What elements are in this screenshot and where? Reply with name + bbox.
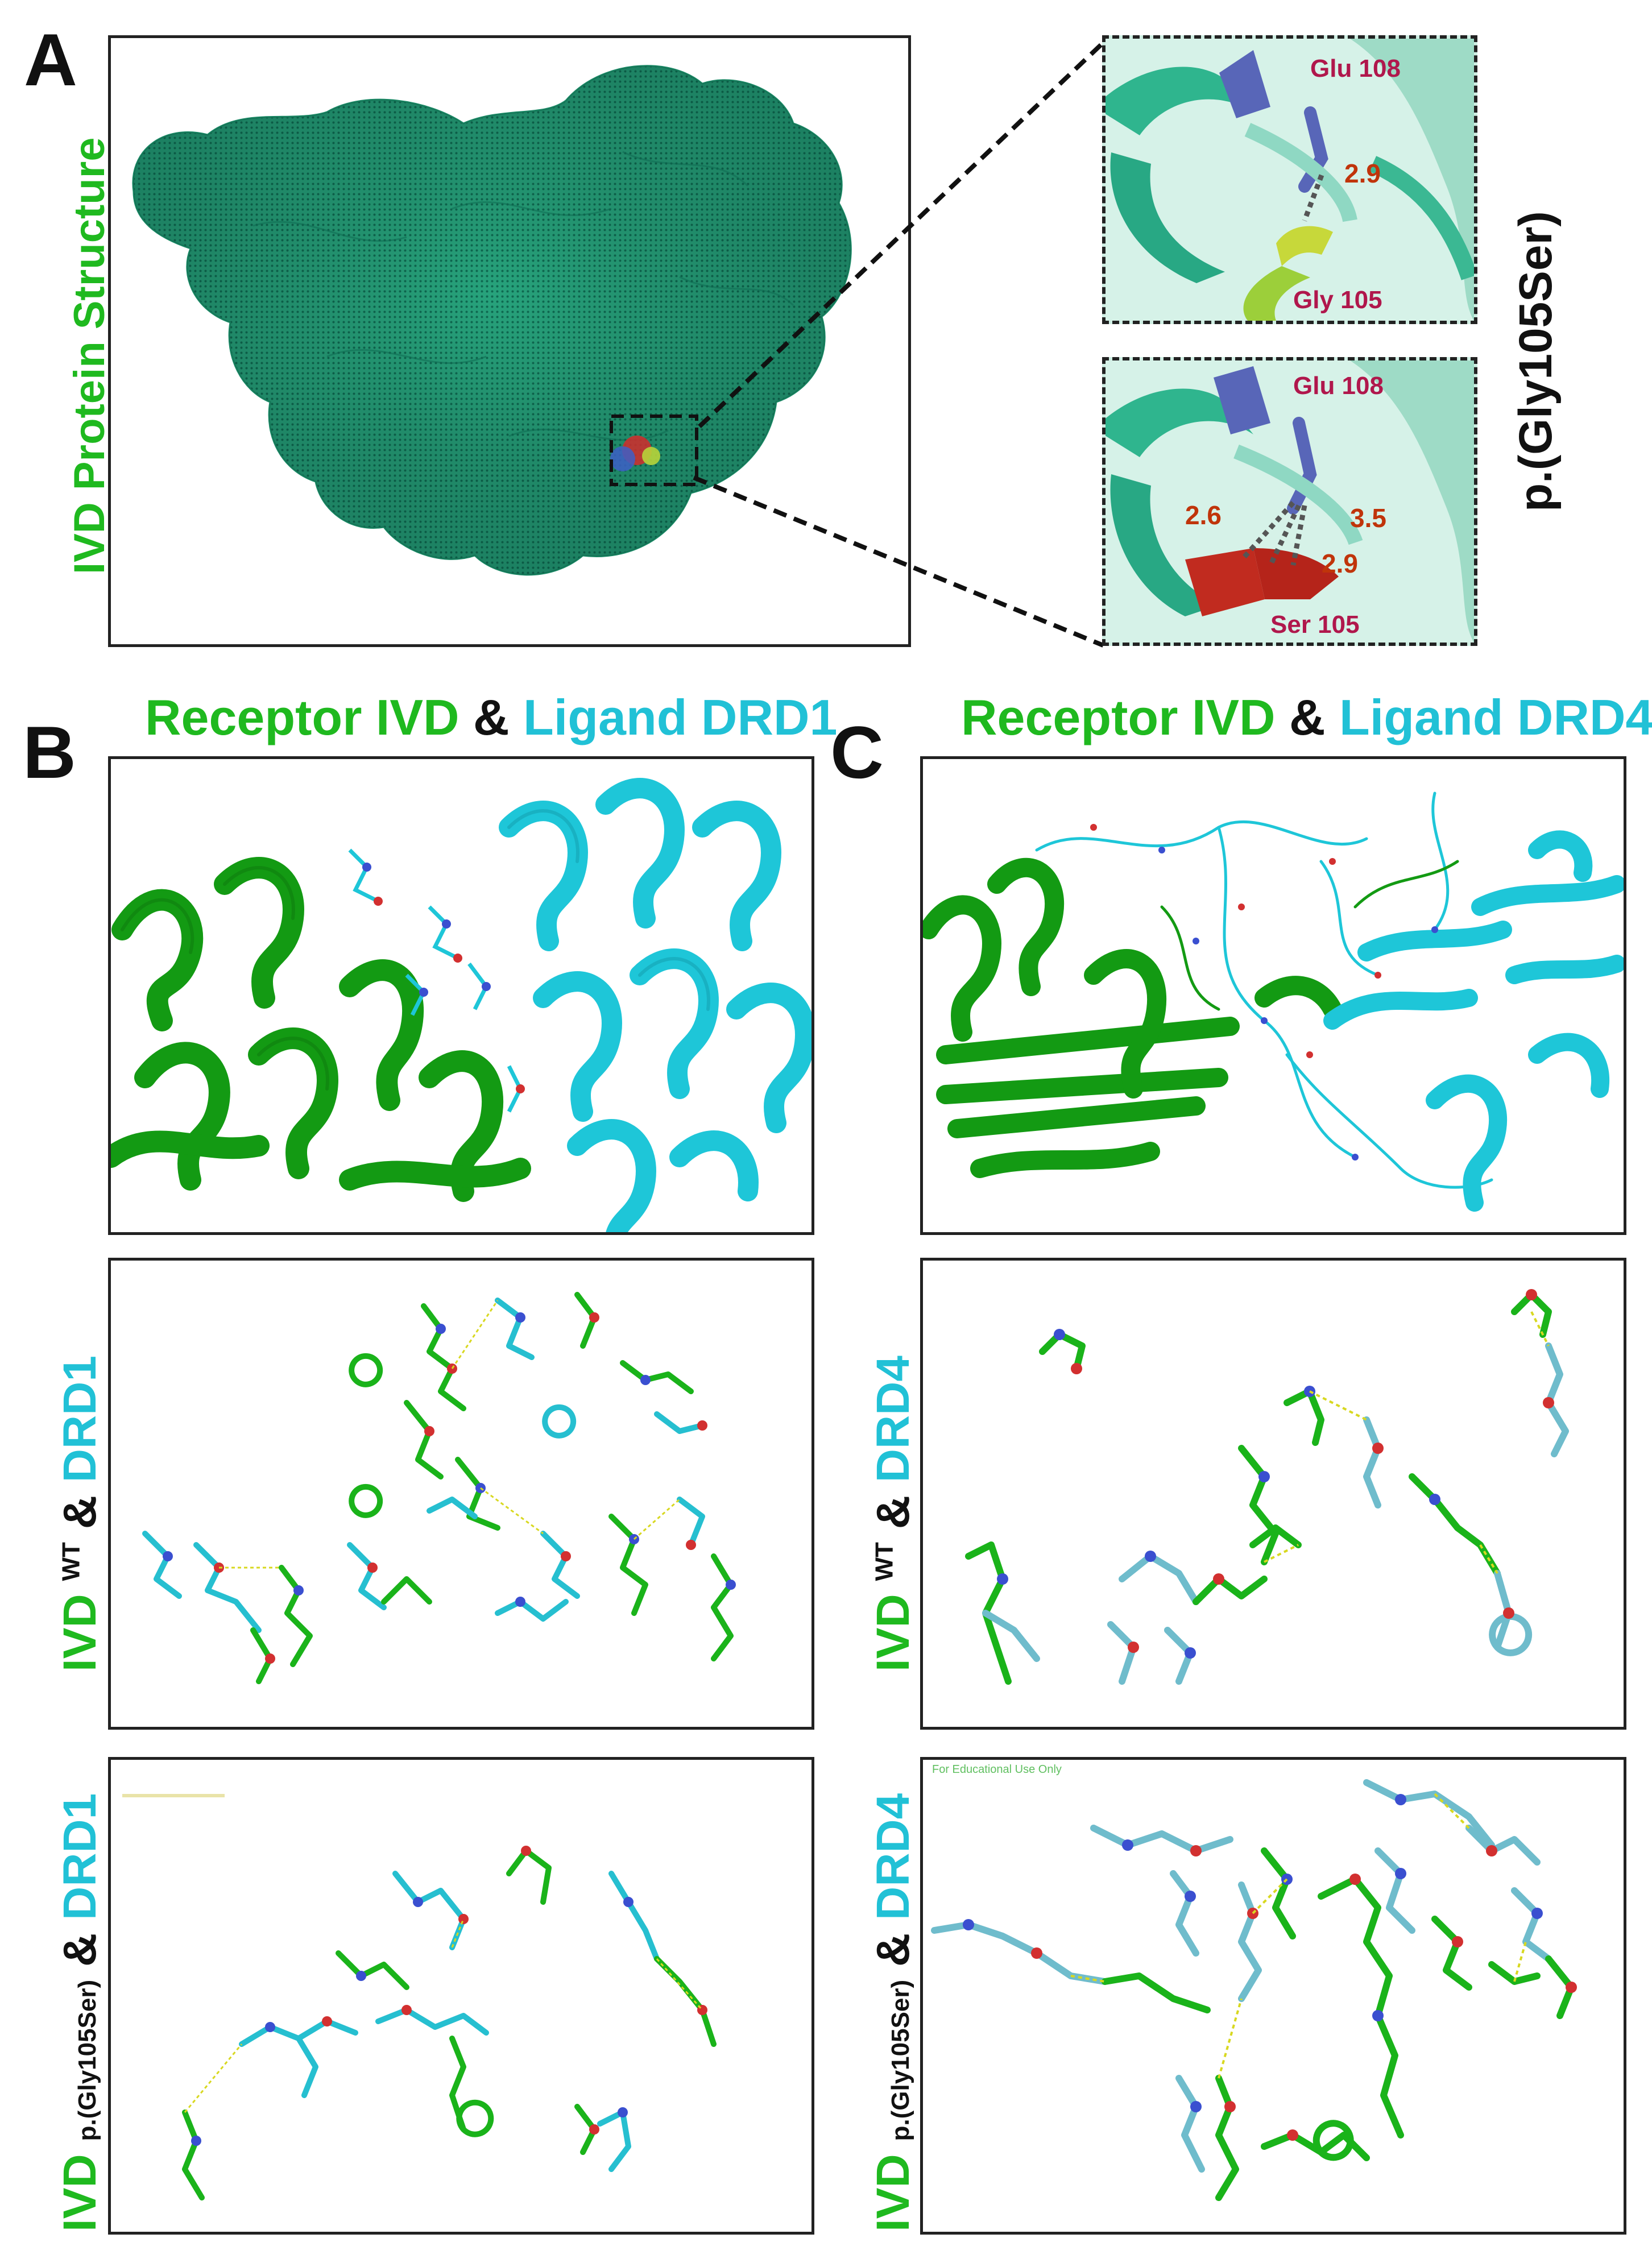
ivd-label: IVD [54, 2154, 106, 2232]
ampersand: & [473, 689, 510, 745]
residue-label-gly105: Gly 105 [1293, 286, 1382, 314]
panel-letter-b: B [23, 711, 76, 794]
panel-c-mutant-interface: For Educational Use Only [920, 1757, 1626, 2235]
distance-label-2: 3.5 [1350, 503, 1386, 533]
mutant-interface-sticks-drd4 [931, 1779, 1577, 2201]
mutant-helix-render [1106, 360, 1474, 643]
panel-c-complex-view [920, 756, 1626, 1235]
educational-watermark: For Educational Use Only [932, 1763, 1062, 1776]
docking-complex-render-drd4 [923, 759, 1624, 1232]
receptor-label: Receptor IVD [961, 689, 1276, 745]
ampersand: & [867, 1933, 919, 1967]
residue-label-glu108: Glu 108 [1293, 372, 1384, 400]
panel-letter-a: A [24, 18, 77, 101]
mutant-interface-sticks-drd1 [122, 1794, 717, 2200]
wt-interface-sticks-drd1 [142, 1292, 736, 1684]
ivd-structure-label: IVD Protein Structure [65, 137, 114, 574]
panel-c-row3-label: IVD p.(Gly105Ser) & DRD4 [867, 1793, 919, 2232]
distance-label: 2.9 [1344, 159, 1381, 188]
ivd-label: IVD [867, 2154, 919, 2232]
ivd-label: IVD [54, 1594, 106, 1672]
ampersand: & [54, 1495, 106, 1530]
wt-interface-sticks-drd4 [965, 1289, 1569, 1685]
docking-complex-render-drd1 [111, 759, 811, 1232]
ampersand: & [54, 1933, 106, 1967]
protein-mesh-surface [132, 65, 852, 576]
variant-superscript: p.(Gly105Ser) [887, 1979, 914, 2141]
panel-b-row2-label: IVD WT & DRD1 [54, 1356, 106, 1672]
ligand-label: Ligand DRD1 [523, 689, 838, 745]
zoom-connector-lines [693, 41, 1105, 648]
ivd-label: IVD [867, 1594, 919, 1672]
ligand-label: DRD1 [54, 1793, 106, 1920]
variant-superscript: p.(Gly105Ser) [73, 1979, 101, 2141]
panel-letter-c: C [830, 711, 884, 794]
ampersand: & [867, 1495, 919, 1530]
distance-label-3: 2.9 [1322, 549, 1358, 578]
panel-b-complex-view [108, 756, 814, 1235]
wt-superscript: WT [57, 1542, 85, 1581]
ligand-label: DRD4 [867, 1356, 919, 1483]
ligand-label: Ligand DRD4 [1339, 689, 1652, 745]
panel-c-title: Receptor IVD & Ligand DRD4 [961, 693, 1652, 743]
mutation-site-highlight [610, 436, 660, 471]
panel-c-row2-label: IVD WT & DRD4 [867, 1356, 919, 1672]
residue-label-glu108: Glu 108 [1310, 55, 1401, 82]
inset-mutant: Glu 108 2.6 3.5 2.9 Ser 105 [1102, 357, 1477, 646]
residue-label-ser105: Ser 105 [1270, 611, 1360, 639]
distance-label-1: 2.6 [1185, 500, 1222, 530]
panel-b-row3-label: IVD p.(Gly105Ser) & DRD1 [54, 1793, 106, 2232]
panel-b-wt-interface [108, 1258, 814, 1730]
ampersand: & [1289, 689, 1326, 745]
variant-label: p.(Gly105Ser) [1510, 211, 1562, 512]
panel-b-mutant-interface [108, 1757, 814, 2235]
panel-b-title: Receptor IVD & Ligand DRD1 [145, 693, 838, 743]
inset-wildtype: Glu 108 2.9 Gly 105 [1102, 35, 1477, 324]
protein-surface-panel [108, 35, 911, 647]
wildtype-helix-render [1106, 39, 1474, 321]
ligand-label: DRD1 [54, 1356, 106, 1483]
panel-c-wt-interface [920, 1258, 1626, 1730]
ligand-label: DRD4 [867, 1793, 919, 1920]
receptor-label: Receptor IVD [145, 689, 459, 745]
wt-superscript: WT [870, 1542, 899, 1581]
